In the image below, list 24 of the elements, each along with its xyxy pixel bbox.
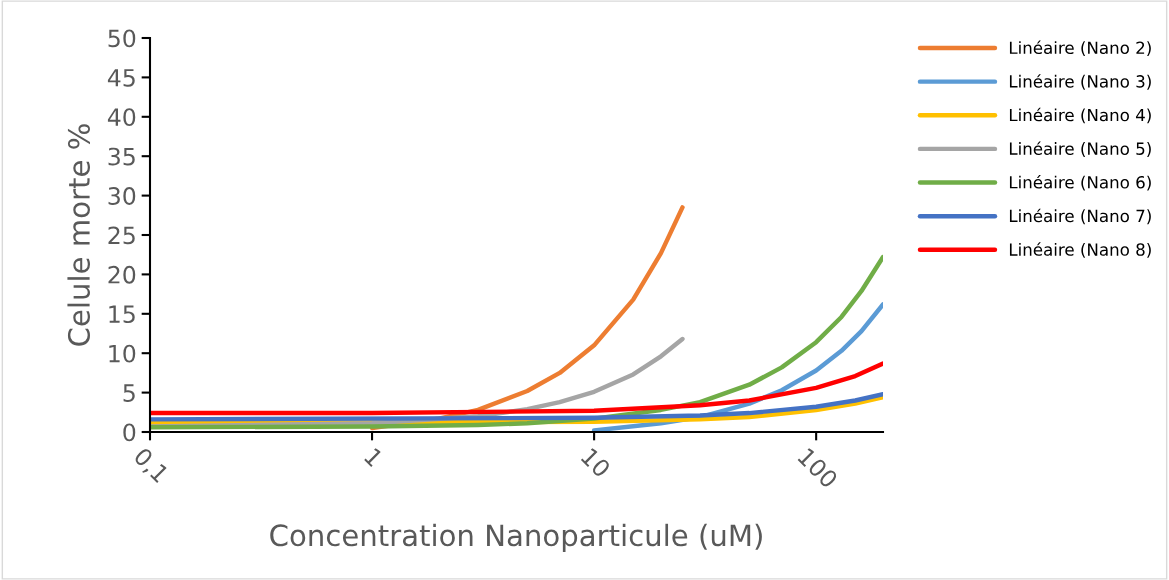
- legend-label: Linéaire (Nano 2): [1009, 40, 1151, 57]
- y-axis-title: Celule morte %: [67, 124, 90, 346]
- legend-label: Linéaire (Nano 8): [1009, 242, 1151, 258]
- legend-label: Linéaire (Nano 3): [1009, 74, 1151, 90]
- y-tick-label: 20: [108, 265, 136, 284]
- y-tick-label: 30: [108, 187, 136, 205]
- legend-label: Linéaire (Nano 6): [1009, 175, 1151, 191]
- y-tick-label: 15: [109, 305, 135, 324]
- legend-label: Linéaire (Nano 4): [1009, 107, 1151, 124]
- x-tick-label: 0,1: [131, 446, 170, 485]
- y-tick-label: 45: [107, 69, 135, 87]
- y-tick-label: 5: [123, 384, 135, 402]
- x-tick-label: 10: [580, 447, 612, 479]
- y-tick-label: 0: [123, 423, 136, 442]
- y-tick-label: 40: [107, 108, 136, 127]
- y-tick-label: 35: [108, 147, 135, 166]
- x-tick-label: 100: [797, 447, 839, 489]
- legend-label: Linéaire (Nano 7): [1009, 208, 1151, 225]
- y-tick-label: 50: [108, 29, 136, 48]
- x-axis-title: Concentration Nanoparticule (uM): [270, 523, 762, 552]
- y-tick-label: 10: [109, 344, 136, 363]
- legend-label: Linéaire (Nano 5): [1009, 141, 1151, 157]
- y-tick-label: 25: [108, 226, 135, 245]
- x-tick-label: 1: [363, 447, 384, 467]
